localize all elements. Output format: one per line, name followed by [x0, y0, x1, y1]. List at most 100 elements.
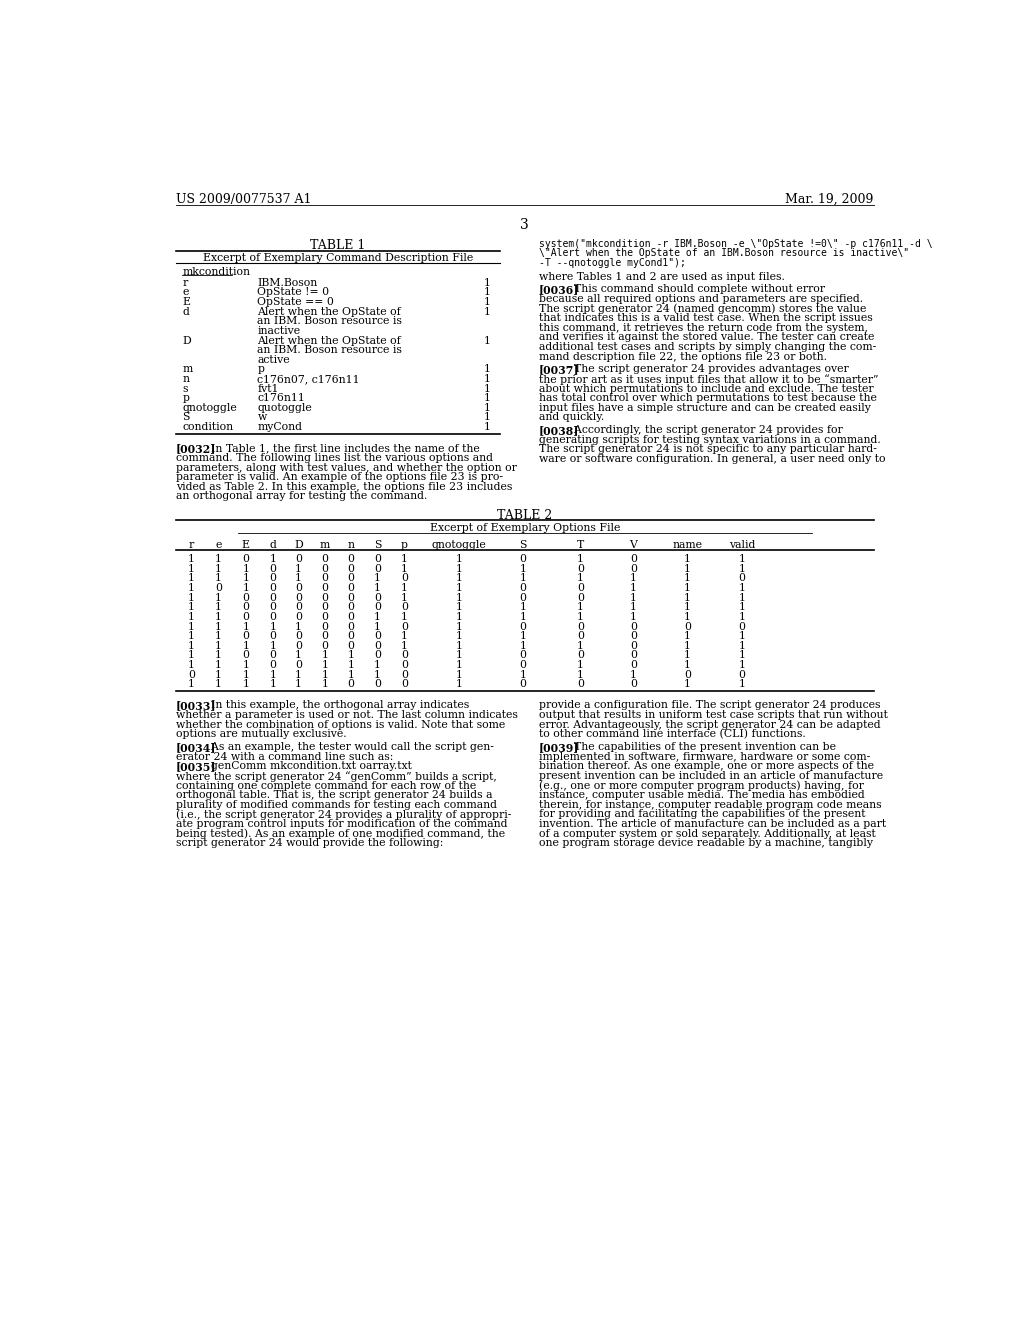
- Text: 0: 0: [578, 593, 584, 603]
- Text: containing one complete command for each row of the: containing one complete command for each…: [176, 780, 476, 791]
- Text: 1: 1: [483, 335, 490, 346]
- Text: 1: 1: [684, 660, 691, 671]
- Text: Excerpt of Exemplary Options File: Excerpt of Exemplary Options File: [430, 524, 620, 533]
- Text: 0: 0: [374, 640, 381, 651]
- Text: 0: 0: [520, 651, 526, 660]
- Text: 0: 0: [348, 554, 354, 564]
- Text: 0: 0: [269, 602, 276, 612]
- Text: As an example, the tester would call the script gen-: As an example, the tester would call the…: [204, 742, 494, 752]
- Text: one program storage device readable by a machine, tangibly: one program storage device readable by a…: [539, 838, 872, 849]
- Text: 1: 1: [684, 651, 691, 660]
- Text: 0: 0: [684, 669, 691, 680]
- Text: 1: 1: [269, 622, 276, 631]
- Text: 1: 1: [456, 602, 463, 612]
- Text: 1: 1: [374, 622, 381, 631]
- Text: w: w: [257, 412, 266, 422]
- Text: [0036]: [0036]: [539, 284, 580, 296]
- Text: 1: 1: [374, 660, 381, 671]
- Text: 1: 1: [322, 669, 329, 680]
- Text: because all required options and parameters are specified.: because all required options and paramet…: [539, 294, 863, 304]
- Text: script generator 24 would provide the following:: script generator 24 would provide the fo…: [176, 838, 443, 849]
- Text: 1: 1: [578, 602, 584, 612]
- Text: 1: 1: [630, 602, 637, 612]
- Text: 1: 1: [483, 364, 490, 375]
- Text: 1: 1: [188, 602, 195, 612]
- Text: 0: 0: [578, 622, 584, 631]
- Text: 1: 1: [295, 622, 302, 631]
- Text: 1: 1: [578, 612, 584, 622]
- Text: 0: 0: [322, 564, 329, 574]
- Text: 1: 1: [269, 669, 276, 680]
- Text: 1: 1: [578, 640, 584, 651]
- Text: 1: 1: [630, 583, 637, 593]
- Text: 0: 0: [243, 651, 249, 660]
- Text: parameters, along with test values, and whether the option or: parameters, along with test values, and …: [176, 462, 517, 473]
- Text: 1: 1: [520, 631, 526, 642]
- Text: 1: 1: [684, 640, 691, 651]
- Text: 1: 1: [215, 612, 222, 622]
- Text: 0: 0: [520, 583, 526, 593]
- Text: 1: 1: [738, 680, 745, 689]
- Text: d: d: [269, 540, 276, 549]
- Text: 1: 1: [374, 583, 381, 593]
- Text: 0: 0: [348, 680, 354, 689]
- Text: 0: 0: [401, 660, 409, 671]
- Text: 1: 1: [738, 602, 745, 612]
- Text: 1: 1: [188, 631, 195, 642]
- Text: 1: 1: [456, 554, 463, 564]
- Text: 0: 0: [269, 651, 276, 660]
- Text: 1: 1: [188, 573, 195, 583]
- Text: 0: 0: [269, 593, 276, 603]
- Text: therein, for instance, computer readable program code means: therein, for instance, computer readable…: [539, 800, 882, 809]
- Text: 1: 1: [456, 622, 463, 631]
- Text: 0: 0: [348, 631, 354, 642]
- Text: 0: 0: [374, 564, 381, 574]
- Text: ware or software configuration. In general, a user need only to: ware or software configuration. In gener…: [539, 454, 886, 465]
- Text: The script generator 24 is not specific to any particular hard-: The script generator 24 is not specific …: [539, 445, 877, 454]
- Text: 1: 1: [374, 612, 381, 622]
- Text: 0: 0: [401, 602, 409, 612]
- Text: 1: 1: [456, 564, 463, 574]
- Text: 1: 1: [243, 640, 249, 651]
- Text: 0: 0: [348, 622, 354, 631]
- Text: 1: 1: [738, 612, 745, 622]
- Text: additional test cases and scripts by simply changing the com-: additional test cases and scripts by sim…: [539, 342, 876, 352]
- Text: D: D: [294, 540, 303, 549]
- Text: 0: 0: [322, 622, 329, 631]
- Text: m: m: [182, 364, 193, 375]
- Text: V: V: [630, 540, 637, 549]
- Text: 1: 1: [243, 573, 249, 583]
- Text: and quickly.: and quickly.: [539, 412, 604, 422]
- Text: 1: 1: [520, 669, 526, 680]
- Text: erator 24 with a command line such as:: erator 24 with a command line such as:: [176, 751, 393, 762]
- Text: being tested). As an example of one modified command, the: being tested). As an example of one modi…: [176, 829, 505, 840]
- Text: 1: 1: [738, 554, 745, 564]
- Text: 1: 1: [243, 660, 249, 671]
- Text: that indicates this is a valid test case. When the script issues: that indicates this is a valid test case…: [539, 313, 872, 323]
- Text: 0: 0: [374, 651, 381, 660]
- Text: IBM.Boson: IBM.Boson: [257, 277, 317, 288]
- Text: an IBM. Boson resource is: an IBM. Boson resource is: [257, 317, 402, 326]
- Text: 1: 1: [188, 660, 195, 671]
- Text: 0: 0: [401, 669, 409, 680]
- Text: 1: 1: [243, 622, 249, 631]
- Text: Alert when the OpState of: Alert when the OpState of: [257, 306, 401, 317]
- Text: e: e: [182, 288, 188, 297]
- Text: 1: 1: [401, 631, 409, 642]
- Text: 1: 1: [738, 651, 745, 660]
- Text: 0: 0: [322, 631, 329, 642]
- Text: has total control over which permutations to test because the: has total control over which permutation…: [539, 393, 877, 403]
- Text: command. The following lines list the various options and: command. The following lines list the va…: [176, 453, 493, 463]
- Text: p: p: [401, 540, 409, 549]
- Text: qnotoggle: qnotoggle: [431, 540, 486, 549]
- Text: US 2009/0077537 A1: US 2009/0077537 A1: [176, 193, 311, 206]
- Text: 0: 0: [630, 640, 637, 651]
- Text: fvt1: fvt1: [257, 384, 279, 393]
- Text: 1: 1: [243, 564, 249, 574]
- Text: 1: 1: [684, 680, 691, 689]
- Text: 1: 1: [578, 573, 584, 583]
- Text: m: m: [319, 540, 330, 549]
- Text: 1: 1: [483, 393, 490, 403]
- Text: 0: 0: [578, 680, 584, 689]
- Text: In this example, the orthogonal array indicates: In this example, the orthogonal array in…: [204, 701, 469, 710]
